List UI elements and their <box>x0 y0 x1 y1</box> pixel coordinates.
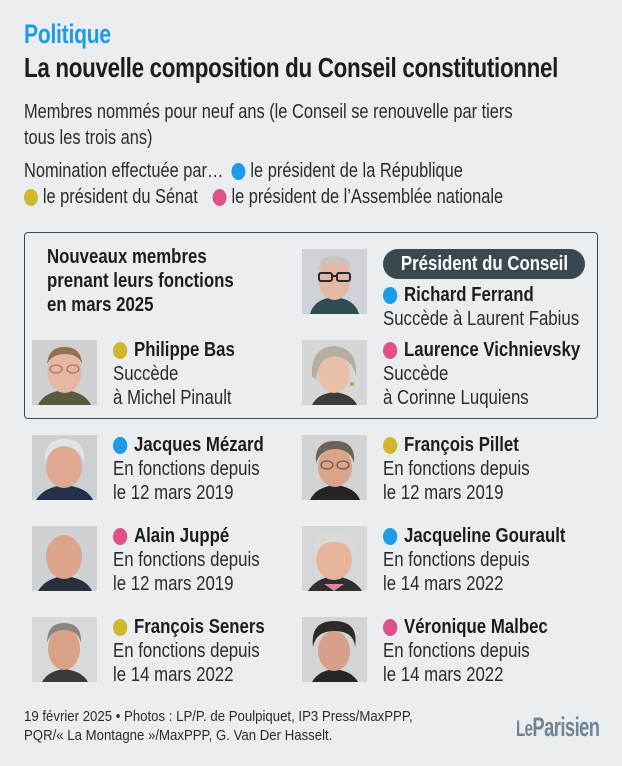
member-tenure-line-1: En fonctions depuis <box>113 458 260 480</box>
portrait-richard-ferrand <box>302 249 367 314</box>
member-tenure-line-1: En fonctions depuis <box>113 640 260 662</box>
member-tenure-line-2: le 12 mars 2019 <box>383 482 504 504</box>
portrait-laurence-vichnievsky <box>302 340 367 405</box>
member-name: Alain Juppé <box>134 525 230 547</box>
member-tenure-line-2: le 14 mars 2022 <box>113 664 234 686</box>
credits: 19 février 2025 • Photos : LP/P. de Poul… <box>24 707 413 745</box>
portrait-icon <box>32 340 97 405</box>
senat-dot-icon <box>24 188 38 206</box>
member-succession-line-1: Succède <box>113 363 179 385</box>
senat-dot-icon <box>383 436 398 454</box>
portrait-francois-pillet <box>302 435 367 500</box>
member-alain-juppe: Alain Juppé En fonctions depuis le 12 ma… <box>113 524 260 596</box>
member-succession-line-2: à Michel Pinault <box>113 387 232 409</box>
member-tenure-line-2: le 14 mars 2022 <box>383 573 504 595</box>
intro-line-2: tous les trois ans) <box>24 127 153 149</box>
republique-dot-icon <box>383 527 398 545</box>
page-title: La nouvelle composition du Conseil const… <box>24 52 559 83</box>
portrait-icon <box>32 617 97 682</box>
member-jacqueline-gourault: Jacqueline Gourault En fonctions depuis … <box>383 524 566 596</box>
portrait-veronique-malbec <box>302 617 367 682</box>
portrait-francois-seners <box>32 617 97 682</box>
portrait-icon <box>302 340 367 405</box>
member-francois-pillet: François Pillet En fonctions depuis le 1… <box>383 433 530 505</box>
member-francois-seners: François Seners En fonctions depuis le 1… <box>113 615 265 687</box>
portrait-jacqueline-gourault <box>302 526 367 591</box>
member-tenure-line-1: En fonctions depuis <box>383 458 530 480</box>
member-tenure-line-1: En fonctions depuis <box>383 549 530 571</box>
member-name: Véronique Malbec <box>404 616 548 638</box>
credits-line-1: 19 février 2025 • Photos : LP/P. de Poul… <box>24 708 413 725</box>
member-tenure-line-2: le 14 mars 2022 <box>383 664 504 686</box>
member-name: François Seners <box>134 616 265 638</box>
portrait-jacques-mezard <box>32 435 97 500</box>
member-succession-line-2: à Corinne Luquiens <box>383 387 529 409</box>
section-kicker: Politique <box>24 19 111 49</box>
member-tenure-line-2: le 12 mars 2019 <box>113 482 234 504</box>
assemblee-dot-icon <box>113 527 128 545</box>
portrait-philippe-bas <box>32 340 97 405</box>
member-veronique-malbec: Véronique Malbec En fonctions depuis le … <box>383 615 548 687</box>
republique-dot-icon <box>383 286 398 304</box>
member-tenure-line-2: le 12 mars 2019 <box>113 573 234 595</box>
member-succession: Succède à Laurent Fabius <box>383 308 580 330</box>
intro-line-1: Membres nommés pour neuf ans (le Conseil… <box>24 101 513 123</box>
portrait-icon <box>302 435 367 500</box>
member-tenure-line-1: En fonctions depuis <box>383 640 530 662</box>
member-laurence-vichnievsky: Laurence Vichnievsky Succède à Corinne L… <box>383 338 580 410</box>
senat-dot-icon <box>113 618 128 636</box>
member-name: Philippe Bas <box>134 339 235 361</box>
legend-item-assemblee: le président de l’Assemblée nationale <box>231 186 504 208</box>
member-name: Jacques Mézard <box>134 434 264 456</box>
president-badge: Président du Conseil <box>383 249 585 279</box>
president-badge-label: Président du Conseil <box>400 252 568 275</box>
new-members-title-line-3: en mars 2025 <box>47 294 154 316</box>
republique-dot-icon <box>113 436 128 454</box>
logo-le: Le <box>516 716 533 741</box>
legend-line-1: Nomination effectuée par… le président d… <box>24 158 463 184</box>
member-succession-line-1: Succède <box>383 363 449 385</box>
new-members-box <box>24 232 598 419</box>
member-jacques-mezard: Jacques Mézard En fonctions depuis le 12… <box>113 433 264 505</box>
member-philippe-bas: Philippe Bas Succède à Michel Pinault <box>113 338 235 410</box>
member-name: François Pillet <box>404 434 519 456</box>
intro-text: Membres nommés pour neuf ans (le Conseil… <box>24 99 598 151</box>
portrait-icon <box>32 435 97 500</box>
member-name: Richard Ferrand <box>404 284 534 306</box>
portrait-icon <box>302 617 367 682</box>
senat-dot-icon <box>113 341 128 359</box>
portrait-icon <box>302 249 367 314</box>
le-parisien-logo: LeParisien <box>516 712 600 743</box>
logo-parisien: Parisien <box>532 712 600 742</box>
member-name: Jacqueline Gourault <box>404 525 566 547</box>
assemblee-dot-icon <box>383 341 398 359</box>
assemblee-dot-icon <box>383 618 398 636</box>
legend-line-2: le président du Sénat le président de l’… <box>24 184 503 210</box>
portrait-icon <box>32 526 97 591</box>
legend-item-republique: le président de la République <box>250 160 463 182</box>
legend-prefix: Nomination effectuée par… <box>24 160 224 182</box>
new-members-title: Nouveaux membres prenant leurs fonctions… <box>47 245 234 317</box>
new-members-title-line-1: Nouveaux membres <box>47 246 207 268</box>
member-name: Laurence Vichnievsky <box>404 339 581 361</box>
portrait-icon <box>302 526 367 591</box>
legend-item-senat: le président du Sénat <box>42 186 198 208</box>
assemblee-dot-icon <box>212 188 227 206</box>
member-richard-ferrand: Richard Ferrand Succède à Laurent Fabius <box>383 283 579 331</box>
new-members-title-line-2: prenant leurs fonctions <box>47 270 234 292</box>
republique-dot-icon <box>231 162 246 180</box>
member-tenure-line-1: En fonctions depuis <box>113 549 260 571</box>
portrait-alain-juppe <box>32 526 97 591</box>
credits-line-2: PQR/« La Montagne »/MaxPPP, G. Van Der H… <box>24 727 333 744</box>
